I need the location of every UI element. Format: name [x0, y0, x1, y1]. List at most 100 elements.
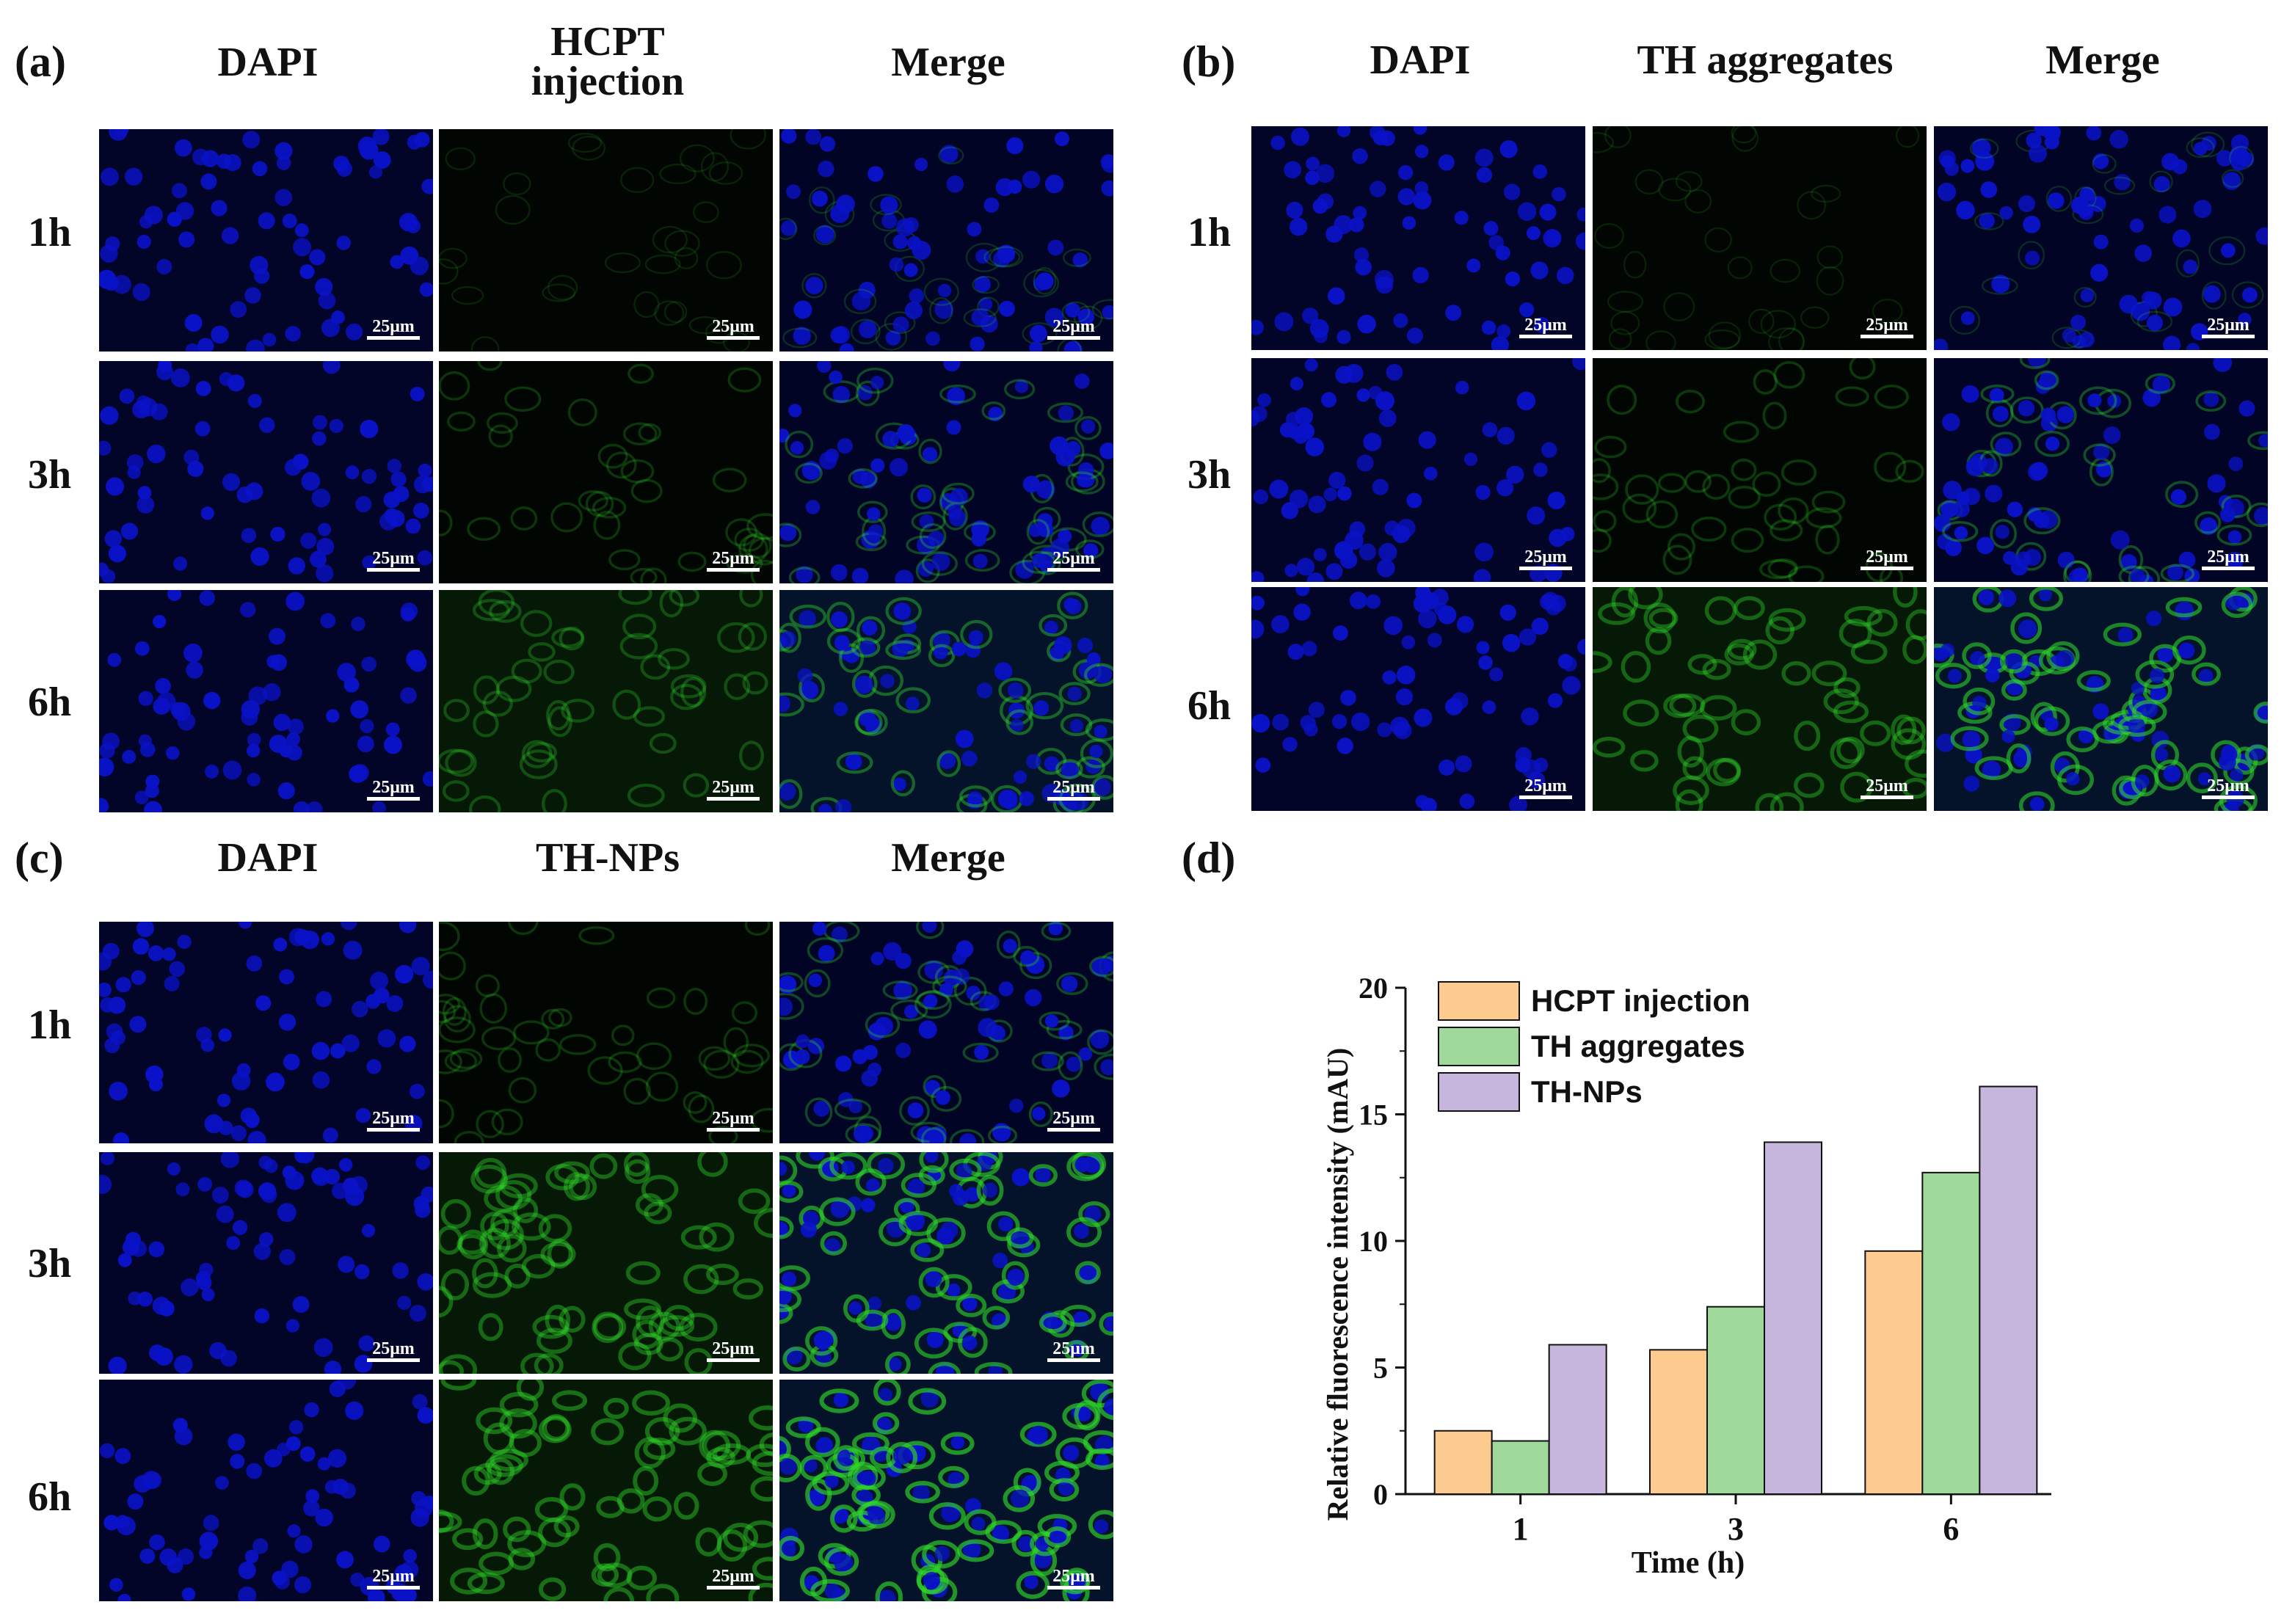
micrograph-a-6h-green: 25μm	[439, 590, 773, 812]
bar-hcpt-injection-1	[1433, 1430, 1493, 1495]
bar-hcpt-injection-6	[1864, 1250, 1924, 1495]
panel-a-row-6h: 6h	[28, 680, 72, 725]
x-tick-label: 6	[1943, 1511, 1959, 1547]
panel-a-col-merge: Merge	[891, 40, 1005, 85]
scale-bar: 25μm	[1047, 1109, 1100, 1132]
panel-c-col-th-nps: TH-NPs	[536, 835, 680, 881]
micrograph-c-1h-merge: 25μm	[779, 922, 1113, 1143]
panel-label-a: (a)	[15, 37, 66, 86]
micrograph-b-3h-merge: 25μm	[1934, 358, 2268, 582]
scale-bar: 25μm	[1047, 317, 1100, 340]
micrograph-a-1h-merge: 25μm	[779, 129, 1113, 352]
micrograph-c-1h-dapi: 25μm	[99, 922, 433, 1143]
panel-a-row-1h: 1h	[28, 210, 72, 255]
legend-swatch-th-nps	[1438, 1072, 1520, 1112]
panel-b-col-dapi: DAPI	[1370, 37, 1471, 83]
y-axis-label: Relative fluorescence intensity (mAU)	[1321, 1048, 1354, 1521]
scale-bar: 25μm	[707, 549, 760, 572]
micrograph-b-6h-dapi: 25μm	[1251, 587, 1585, 811]
scale-bar: 25μm	[1519, 316, 1572, 338]
scale-bar: 25μm	[1047, 1339, 1100, 1362]
scale-bar: 25μm	[2202, 776, 2255, 799]
micrograph-a-3h-green: 25μm	[439, 361, 773, 583]
panel-b-col-merge: Merge	[2045, 37, 2160, 83]
x-tick-label: 3	[1728, 1511, 1744, 1547]
scale-bar: 25μm	[1519, 547, 1572, 570]
micrograph-c-3h-merge: 25μm	[779, 1152, 1113, 1374]
panel-b-row-1h: 1h	[1188, 210, 1232, 255]
scale-bar: 25μm	[1047, 778, 1100, 801]
micrograph-c-6h-green: 25μm	[439, 1380, 773, 1601]
scale-bar: 25μm	[1047, 1567, 1100, 1590]
scale-bar: 25μm	[2202, 316, 2255, 338]
micrograph-a-3h-merge: 25μm	[779, 361, 1113, 583]
scale-bar: 25μm	[707, 1109, 760, 1132]
panel-c-row-3h: 3h	[28, 1241, 72, 1286]
micrograph-a-3h-dapi: 25μm	[99, 361, 433, 583]
micrograph-b-1h-dapi: 25μm	[1251, 126, 1585, 350]
legend-label-th-aggregates: TH aggregates	[1531, 1029, 1745, 1063]
legend-label-hcpt-injection: HCPT injection	[1531, 983, 1750, 1018]
scale-bar: 25μm	[707, 778, 760, 801]
scale-bar: 25μm	[2202, 547, 2255, 570]
bar-th-nps-1	[1548, 1344, 1607, 1496]
scale-bar: 25μm	[707, 1339, 760, 1362]
bar-th-aggregates-3	[1706, 1306, 1765, 1496]
bar-hcpt-injection-3	[1649, 1349, 1708, 1495]
scale-bar: 25μm	[1047, 549, 1100, 572]
panel-a-col-hcpt: HCPT injection	[531, 19, 685, 104]
scale-bar: 25μm	[1861, 316, 1913, 338]
panel-b-row-6h: 6h	[1188, 683, 1232, 729]
scale-bar: 25μm	[1861, 776, 1913, 799]
panel-c-col-merge: Merge	[891, 835, 1005, 881]
bar-th-aggregates-6	[1921, 1171, 1981, 1495]
scale-bar: 25μm	[367, 1567, 420, 1590]
micrograph-b-6h-green: 25μm	[1593, 587, 1927, 811]
micrograph-b-3h-green: 25μm	[1593, 358, 1927, 582]
micrograph-b-1h-green: 25μm	[1593, 126, 1927, 350]
micrograph-c-6h-merge: 25μm	[779, 1380, 1113, 1601]
x-axis-label: Time (h)	[1632, 1546, 1745, 1580]
y-tick-label: 0	[1373, 1478, 1388, 1511]
micrograph-c-1h-green: 25μm	[439, 922, 773, 1143]
micrograph-b-6h-merge: 25μm	[1934, 587, 2268, 811]
y-tick-label: 5	[1373, 1352, 1388, 1385]
micrograph-b-1h-merge: 25μm	[1934, 126, 2268, 350]
x-tick-label: 1	[1513, 1511, 1529, 1547]
scale-bar: 25μm	[367, 1109, 420, 1132]
panel-c-row-6h: 6h	[28, 1474, 72, 1520]
micrograph-a-1h-green: 25μm	[439, 129, 773, 352]
scale-bar: 25μm	[367, 778, 420, 801]
micrograph-a-6h-merge: 25μm	[779, 590, 1113, 812]
legend-swatch-hcpt-injection	[1438, 981, 1520, 1021]
scale-bar: 25μm	[367, 549, 420, 572]
scale-bar: 25μm	[367, 1339, 420, 1362]
y-tick-label: 20	[1359, 972, 1388, 1005]
panel-c-row-1h: 1h	[28, 1002, 72, 1048]
scale-bar: 25μm	[367, 317, 420, 340]
panel-label-c: (c)	[15, 834, 64, 882]
scale-bar: 25μm	[707, 1567, 760, 1590]
scale-bar: 25μm	[1519, 776, 1572, 799]
micrograph-c-6h-dapi: 25μm	[99, 1380, 433, 1601]
scale-bar: 25μm	[707, 317, 760, 340]
legend-swatch-th-aggregates	[1438, 1027, 1520, 1066]
legend-label-th-nps: TH-NPs	[1531, 1074, 1643, 1109]
panel-a-row-3h: 3h	[28, 452, 72, 498]
micrograph-a-1h-dapi: 25μm	[99, 129, 433, 352]
bar-th-aggregates-1	[1491, 1440, 1550, 1495]
panel-a-col-dapi: DAPI	[217, 40, 319, 85]
panel-b-row-3h: 3h	[1188, 452, 1232, 498]
panel-label-d: (d)	[1182, 834, 1236, 882]
panel-label-b: (b)	[1182, 37, 1236, 86]
micrograph-a-6h-dapi: 25μm	[99, 590, 433, 812]
micrograph-c-3h-green: 25μm	[439, 1152, 773, 1374]
y-tick-label: 15	[1359, 1099, 1388, 1132]
scale-bar: 25μm	[1861, 547, 1913, 570]
micrograph-b-3h-dapi: 25μm	[1251, 358, 1585, 582]
panel-c-col-dapi: DAPI	[217, 835, 319, 881]
panel-b-col-th-aggregates: TH aggregates	[1637, 37, 1894, 83]
bar-th-nps-6	[1979, 1085, 2038, 1496]
y-tick-label: 10	[1359, 1225, 1388, 1258]
